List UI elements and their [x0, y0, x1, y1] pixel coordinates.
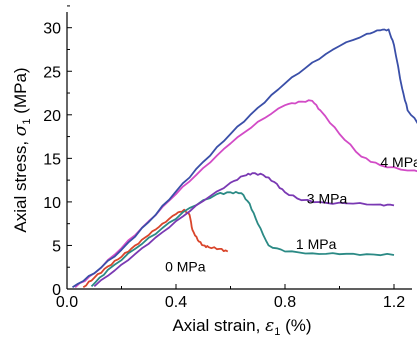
y-tick-label: 10 — [43, 195, 61, 212]
series-line-3-mpa — [93, 172, 395, 288]
x-tick-label: 0.0 — [56, 294, 78, 311]
series-label-1-mpa: 1 MPa — [296, 236, 337, 252]
y-tick-label: 20 — [43, 108, 61, 125]
x-tick-label: 0.4 — [165, 294, 187, 311]
series-line-4-mpa — [74, 99, 417, 288]
series-label-3-mpa: 3 MPa — [307, 191, 348, 207]
series-layer — [72, 28, 417, 289]
x-tick-label: 0.8 — [274, 294, 296, 311]
series-line-5-mpa — [72, 28, 417, 289]
series-label-0-mpa: 0 MPa — [165, 259, 206, 275]
y-tick-label: 30 — [43, 21, 61, 38]
x-tick-label: 1.2 — [383, 294, 405, 311]
axes-layer — [66, 12, 412, 290]
series-label-4-mpa: 4 MPa — [380, 154, 417, 170]
series-line-0-mpa — [82, 208, 229, 289]
y-tick-label: 0 — [52, 282, 61, 299]
ticks-layer: 0.00.40.81.21.6051015202530 — [43, 5, 405, 311]
y-axis-title: Axial stress, σ1 (MPa) — [11, 67, 34, 232]
x-axis-title: Axial strain, ε1 (%) — [172, 316, 311, 339]
y-tick-label: 25 — [43, 64, 61, 81]
y-tick-label: 5 — [52, 238, 61, 255]
y-tick-label: 15 — [43, 151, 61, 168]
series-line-1-mpa — [90, 190, 395, 288]
